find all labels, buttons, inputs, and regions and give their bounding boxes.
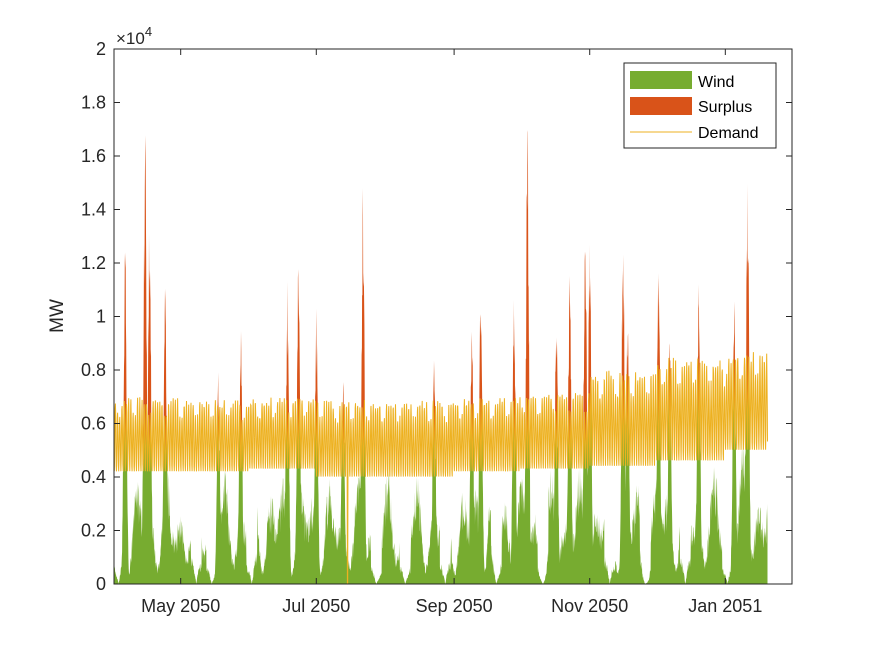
y-tick-label: 1.4 bbox=[81, 200, 106, 220]
y-tick-label: 1.8 bbox=[81, 93, 106, 113]
y-tick-label: 0 bbox=[96, 574, 106, 594]
y-tick-label: 1 bbox=[96, 307, 106, 327]
x-tick-label: Nov 2050 bbox=[551, 596, 628, 616]
legend-label-surplus: Surplus bbox=[698, 99, 752, 116]
y-tick-label: 2 bbox=[96, 39, 106, 59]
y-exponent-power: 4 bbox=[145, 24, 152, 39]
y-axis-label: MW bbox=[47, 299, 68, 333]
legend-label-wind: Wind bbox=[698, 74, 734, 91]
y-tick-label: 1.2 bbox=[81, 253, 106, 273]
y-tick-label: 0.8 bbox=[81, 360, 106, 380]
y-exponent-label: ×104 bbox=[116, 24, 152, 48]
y-tick-label: 1.6 bbox=[81, 146, 106, 166]
y-tick-label: 0.6 bbox=[81, 414, 106, 434]
y-exponent-base: ×10 bbox=[116, 29, 145, 48]
legend: Wind Surplus Demand bbox=[623, 62, 777, 149]
y-tick-label: 0.2 bbox=[81, 521, 106, 541]
demand-line bbox=[113, 352, 768, 585]
x-tick-label: May 2050 bbox=[141, 596, 220, 616]
axes-layer: 0 0.2 0.4 0.6 0.8 1 1.2 1.4 1.6 1.8 2 May 2050 Jul 2… bbox=[81, 39, 792, 616]
legend-swatch-wind bbox=[630, 71, 692, 89]
legend-label-demand: Demand bbox=[698, 125, 758, 142]
series-layer bbox=[113, 130, 768, 585]
x-tick-label: Jul 2050 bbox=[282, 596, 350, 616]
y-tick-label: 0.4 bbox=[81, 467, 106, 487]
legend-swatch-surplus bbox=[630, 97, 692, 115]
x-tick-label: Sep 2050 bbox=[416, 596, 493, 616]
wind-area bbox=[114, 355, 768, 584]
x-tick-label: Jan 2051 bbox=[688, 596, 762, 616]
